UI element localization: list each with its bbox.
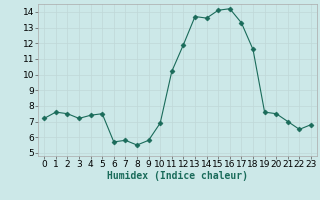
X-axis label: Humidex (Indice chaleur): Humidex (Indice chaleur): [107, 171, 248, 181]
